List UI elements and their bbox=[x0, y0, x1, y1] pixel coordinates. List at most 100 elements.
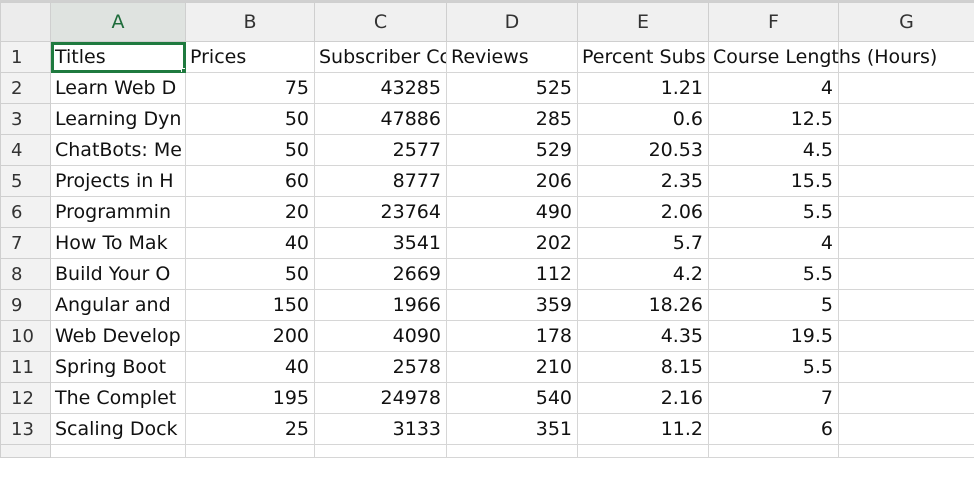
cell-c[interactable]: 47886 bbox=[314, 103, 447, 135]
cell-e[interactable]: 11.2 bbox=[577, 413, 709, 445]
cell-a[interactable]: Learning Dyn bbox=[50, 103, 186, 135]
cell-e[interactable]: 18.26 bbox=[577, 289, 709, 321]
cell-f[interactable]: 12.5 bbox=[708, 103, 839, 135]
cell-e[interactable]: 4.35 bbox=[577, 320, 709, 352]
cell-c[interactable]: 3541 bbox=[314, 227, 447, 259]
cell-f[interactable]: 4.5 bbox=[708, 134, 839, 166]
cell-c[interactable]: 4090 bbox=[314, 320, 447, 352]
column-header-d[interactable]: D bbox=[446, 2, 578, 42]
cell-f[interactable]: 5 bbox=[708, 289, 839, 321]
cell-d[interactable]: 351 bbox=[446, 413, 578, 445]
row-header[interactable]: 5 bbox=[0, 165, 51, 197]
cell-g[interactable] bbox=[838, 320, 974, 352]
cell-c[interactable]: 2669 bbox=[314, 258, 447, 290]
cell-f[interactable]: 7 bbox=[708, 382, 839, 414]
cell-b[interactable]: 50 bbox=[185, 134, 315, 166]
cell-e[interactable]: 8.15 bbox=[577, 351, 709, 383]
cell-a[interactable]: Web Develop bbox=[50, 320, 186, 352]
cell-b[interactable]: 60 bbox=[185, 165, 315, 197]
cell-c[interactable]: 2578 bbox=[314, 351, 447, 383]
cell-g[interactable] bbox=[838, 289, 974, 321]
cell-b[interactable]: 20 bbox=[185, 196, 315, 228]
cell-c[interactable]: 23764 bbox=[314, 196, 447, 228]
cell-a[interactable]: Angular and bbox=[50, 289, 186, 321]
cell-g[interactable] bbox=[838, 444, 974, 458]
cell-a[interactable]: The Complet bbox=[50, 382, 186, 414]
cell-g[interactable] bbox=[838, 413, 974, 445]
cell-f[interactable]: 4 bbox=[708, 72, 839, 104]
cell-e[interactable]: 5.7 bbox=[577, 227, 709, 259]
cell-g[interactable] bbox=[838, 165, 974, 197]
cell-d[interactable]: 490 bbox=[446, 196, 578, 228]
cell-c[interactable]: 8777 bbox=[314, 165, 447, 197]
cell-d[interactable]: 112 bbox=[446, 258, 578, 290]
cell-f[interactable]: 6 bbox=[708, 413, 839, 445]
cell-g[interactable] bbox=[838, 351, 974, 383]
cell-b[interactable]: 50 bbox=[185, 103, 315, 135]
cell-e[interactable]: 1.21 bbox=[577, 72, 709, 104]
cell-g[interactable] bbox=[838, 134, 974, 166]
cell-e[interactable]: 4.2 bbox=[577, 258, 709, 290]
row-header[interactable]: 4 bbox=[0, 134, 51, 166]
cell-a[interactable]: Scaling Dock bbox=[50, 413, 186, 445]
cell-f[interactable]: 15.5 bbox=[708, 165, 839, 197]
column-header-a[interactable]: A bbox=[50, 2, 186, 42]
cell-c[interactable]: 2577 bbox=[314, 134, 447, 166]
column-header-e[interactable]: E bbox=[577, 2, 709, 42]
fill-handle[interactable] bbox=[181, 68, 185, 72]
cell-f1[interactable]: Course Lengths (Hours) bbox=[708, 41, 937, 73]
row-header[interactable]: 12 bbox=[0, 382, 51, 414]
select-all-corner[interactable] bbox=[0, 2, 51, 42]
cell-d1[interactable]: Reviews bbox=[446, 41, 578, 73]
cell-e[interactable]: 0.6 bbox=[577, 103, 709, 135]
cell-b[interactable]: 40 bbox=[185, 351, 315, 383]
column-header-f[interactable]: F bbox=[708, 2, 839, 42]
cell-f[interactable]: 5.5 bbox=[708, 351, 839, 383]
cell-d[interactable]: 540 bbox=[446, 382, 578, 414]
cell-e[interactable]: 2.35 bbox=[577, 165, 709, 197]
cell-c[interactable]: 43285 bbox=[314, 72, 447, 104]
row-header[interactable]: 10 bbox=[0, 320, 51, 352]
cell-b[interactable]: 195 bbox=[185, 382, 315, 414]
row-header[interactable]: 11 bbox=[0, 351, 51, 383]
column-header-b[interactable]: B bbox=[185, 2, 315, 42]
cell-a1[interactable]: Titles bbox=[50, 41, 186, 73]
cell-d[interactable]: 359 bbox=[446, 289, 578, 321]
cell-e[interactable]: 2.16 bbox=[577, 382, 709, 414]
cell-g[interactable] bbox=[838, 196, 974, 228]
cell-e[interactable]: 2.06 bbox=[577, 196, 709, 228]
row-header[interactable]: 7 bbox=[0, 227, 51, 259]
cell-d[interactable]: 202 bbox=[446, 227, 578, 259]
cell-a[interactable]: Learn Web D bbox=[50, 72, 186, 104]
row-header[interactable]: 13 bbox=[0, 413, 51, 445]
cell-c1[interactable]: Subscriber Cc bbox=[314, 41, 447, 73]
cell-b1[interactable]: Prices bbox=[185, 41, 315, 73]
cell-d[interactable] bbox=[446, 444, 578, 458]
cell-b[interactable]: 40 bbox=[185, 227, 315, 259]
cell-b[interactable]: 50 bbox=[185, 258, 315, 290]
cell-f[interactable]: 5.5 bbox=[708, 258, 839, 290]
cell-f[interactable]: 19.5 bbox=[708, 320, 839, 352]
cell-g[interactable] bbox=[838, 103, 974, 135]
cell-f[interactable] bbox=[708, 444, 839, 458]
cell-b[interactable]: 75 bbox=[185, 72, 315, 104]
cell-b[interactable]: 25 bbox=[185, 413, 315, 445]
row-header[interactable]: 3 bbox=[0, 103, 51, 135]
cell-f[interactable]: 5.5 bbox=[708, 196, 839, 228]
column-header-c[interactable]: C bbox=[314, 2, 447, 42]
cell-d[interactable]: 178 bbox=[446, 320, 578, 352]
cell-g[interactable] bbox=[838, 258, 974, 290]
cell-c[interactable]: 1966 bbox=[314, 289, 447, 321]
cell-e1[interactable]: Percent Subs bbox=[577, 41, 709, 73]
cell-g[interactable] bbox=[838, 382, 974, 414]
cell-a[interactable] bbox=[50, 444, 186, 458]
row-header[interactable] bbox=[0, 444, 51, 458]
cell-d[interactable]: 525 bbox=[446, 72, 578, 104]
cell-f[interactable]: 4 bbox=[708, 227, 839, 259]
row-header[interactable]: 8 bbox=[0, 258, 51, 290]
cell-a[interactable]: Spring Boot bbox=[50, 351, 186, 383]
row-header[interactable]: 9 bbox=[0, 289, 51, 321]
cell-d[interactable]: 529 bbox=[446, 134, 578, 166]
column-header-g[interactable]: G bbox=[838, 2, 974, 42]
cell-g[interactable] bbox=[838, 227, 974, 259]
